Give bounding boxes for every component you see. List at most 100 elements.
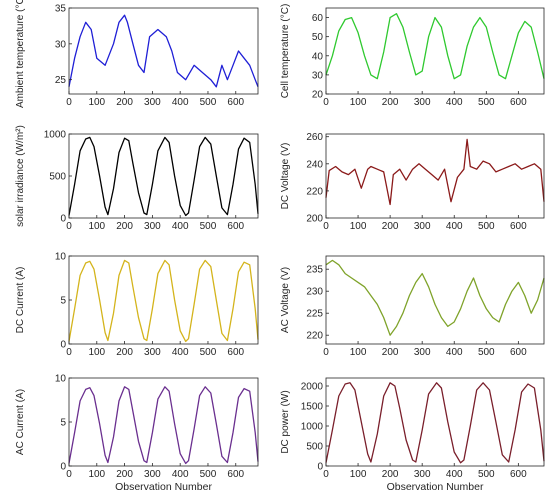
- x-tick-label-2-3: 300: [144, 221, 161, 232]
- series-line-6: [68, 386, 259, 465]
- x-tick-label-0-2: 200: [116, 97, 133, 108]
- x-axis-label-6: Observation Number: [115, 481, 212, 493]
- series-line-3: [325, 138, 545, 206]
- plot-frame-3: [325, 133, 545, 219]
- y-tick-label-1-4: 60: [312, 13, 324, 24]
- x-tick-label-3-6: 600: [510, 221, 527, 232]
- x-tick-label-6-5: 500: [200, 469, 217, 480]
- x-tick-label-5-4: 400: [446, 347, 463, 358]
- x-tick-label-7-2: 200: [382, 469, 399, 480]
- y-tick-label-1-0: 20: [312, 90, 324, 101]
- x-tick-label-2-4: 400: [172, 221, 189, 232]
- y-tick-label-3-2: 240: [306, 159, 323, 170]
- series-line-2: [68, 136, 259, 217]
- x-tick-label-7-1: 100: [350, 469, 367, 480]
- plot-frame-1: [325, 7, 545, 95]
- plot-frame-0: [68, 7, 259, 95]
- x-tick-label-7-4: 400: [446, 469, 463, 480]
- y-tick-label-3-3: 260: [306, 132, 323, 143]
- x-tick-label-6-6: 600: [227, 469, 244, 480]
- y-tick-label-3-1: 220: [306, 186, 323, 197]
- y-tick-label-6-2: 10: [55, 374, 67, 385]
- y-tick-label-5-2: 230: [306, 287, 323, 298]
- x-tick-label-6-3: 300: [144, 469, 161, 480]
- y-tick-label-1-3: 50: [312, 32, 324, 43]
- y-tick-label-0-0: 25: [55, 75, 67, 86]
- x-tick-label-7-6: 600: [510, 469, 527, 480]
- x-tick-label-2-6: 600: [227, 221, 244, 232]
- x-tick-label-4-2: 200: [116, 347, 133, 358]
- x-tick-label-0-3: 300: [144, 97, 161, 108]
- y-tick-label-4-1: 5: [60, 296, 66, 307]
- y-tick-label-2-1: 500: [49, 172, 66, 183]
- y-tick-label-6-1: 5: [60, 418, 66, 429]
- y-tick-label-7-1: 500: [306, 442, 323, 453]
- y-tick-label-0-1: 30: [55, 39, 67, 50]
- x-axis-label-7: Observation Number: [387, 481, 484, 493]
- x-tick-label-4-5: 500: [200, 347, 217, 358]
- x-tick-label-0-6: 600: [227, 97, 244, 108]
- y-tick-label-6-0: 0: [60, 462, 66, 473]
- x-tick-label-7-0: 0: [323, 469, 329, 480]
- series-line-4: [68, 259, 259, 343]
- y-axis-label-5: AC Voltage (V): [280, 267, 291, 333]
- x-tick-label-2-2: 200: [116, 221, 133, 232]
- x-tick-label-2-5: 500: [200, 221, 217, 232]
- plot-frame-7: [325, 377, 545, 467]
- x-tick-label-1-4: 400: [446, 97, 463, 108]
- y-tick-label-2-2: 1000: [44, 130, 67, 141]
- y-axis-label-4: DC Current (A): [15, 267, 26, 334]
- x-tick-label-6-1: 100: [88, 469, 105, 480]
- x-tick-label-0-0: 0: [66, 97, 72, 108]
- x-tick-label-1-2: 200: [382, 97, 399, 108]
- x-tick-label-5-5: 500: [478, 347, 495, 358]
- y-tick-label-3-0: 200: [306, 214, 323, 225]
- series-line-0: [68, 14, 259, 88]
- x-tick-label-3-1: 100: [350, 221, 367, 232]
- y-tick-label-7-0: 0: [317, 462, 323, 473]
- x-tick-label-3-3: 300: [414, 221, 431, 232]
- y-tick-label-7-3: 1500: [301, 402, 324, 413]
- x-tick-label-6-4: 400: [172, 469, 189, 480]
- x-tick-label-2-1: 100: [88, 221, 105, 232]
- y-tick-label-5-3: 235: [306, 265, 323, 276]
- x-tick-label-4-4: 400: [172, 347, 189, 358]
- x-tick-label-0-5: 500: [200, 97, 217, 108]
- x-tick-label-1-3: 300: [414, 97, 431, 108]
- x-tick-label-7-3: 300: [414, 469, 431, 480]
- x-tick-label-3-0: 0: [323, 221, 329, 232]
- x-tick-label-5-0: 0: [323, 347, 329, 358]
- x-tick-label-1-1: 100: [350, 97, 367, 108]
- x-tick-label-3-2: 200: [382, 221, 399, 232]
- y-tick-label-2-0: 0: [60, 214, 66, 225]
- y-tick-label-4-0: 0: [60, 340, 66, 351]
- x-tick-label-1-6: 600: [510, 97, 527, 108]
- x-tick-label-0-1: 100: [88, 97, 105, 108]
- x-tick-label-5-1: 100: [350, 347, 367, 358]
- y-tick-label-5-1: 225: [306, 309, 323, 320]
- x-tick-label-1-5: 500: [478, 97, 495, 108]
- y-tick-label-4-2: 10: [55, 252, 67, 263]
- y-axis-label-1: Cell temperature (°C): [280, 4, 291, 99]
- plot-frame-5: [325, 255, 545, 345]
- y-axis-label-3: DC Voltage (V): [280, 143, 291, 210]
- x-tick-label-6-2: 200: [116, 469, 133, 480]
- x-tick-label-3-4: 400: [446, 221, 463, 232]
- y-axis-label-6: AC Current (A): [15, 389, 26, 455]
- y-tick-label-1-2: 40: [312, 51, 324, 62]
- x-tick-label-1-0: 0: [323, 97, 329, 108]
- y-tick-label-7-4: 2000: [301, 382, 324, 393]
- x-tick-label-5-6: 600: [510, 347, 527, 358]
- x-tick-label-2-0: 0: [66, 221, 72, 232]
- series-line-1: [325, 13, 545, 80]
- x-tick-label-6-0: 0: [66, 469, 72, 480]
- x-tick-label-7-5: 500: [478, 469, 495, 480]
- y-axis-label-7: DC power (W): [280, 390, 291, 453]
- y-axis-label-0: Ambient temperature (°C): [15, 0, 26, 108]
- x-tick-label-4-3: 300: [144, 347, 161, 358]
- x-tick-label-4-6: 600: [227, 347, 244, 358]
- series-line-7: [325, 382, 545, 464]
- x-tick-label-5-2: 200: [382, 347, 399, 358]
- series-line-5: [325, 259, 545, 336]
